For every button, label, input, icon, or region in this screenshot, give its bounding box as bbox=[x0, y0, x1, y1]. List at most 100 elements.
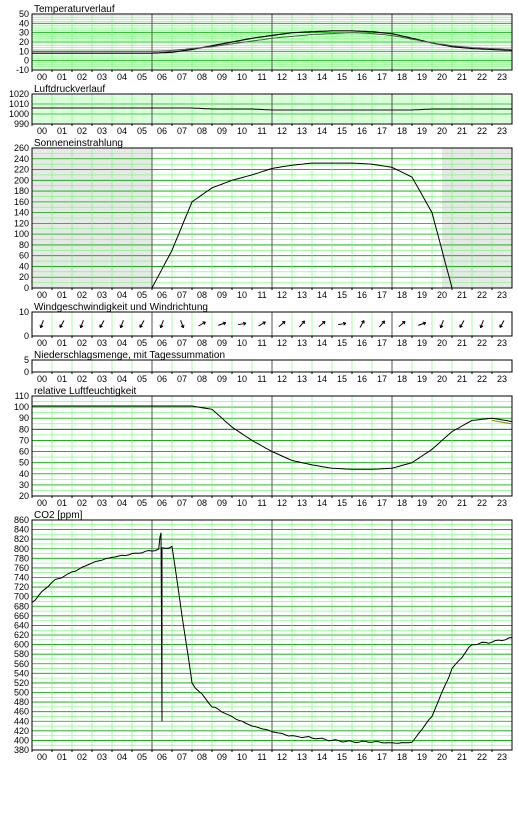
svg-text:990: 990 bbox=[14, 119, 29, 129]
svg-text:05: 05 bbox=[137, 72, 147, 80]
svg-text:13: 13 bbox=[297, 290, 307, 298]
svg-text:120: 120 bbox=[14, 218, 29, 228]
svg-text:17: 17 bbox=[377, 126, 387, 134]
svg-text:22: 22 bbox=[477, 72, 487, 80]
svg-text:600: 600 bbox=[14, 640, 29, 650]
svg-text:23: 23 bbox=[497, 498, 507, 506]
svg-text:01: 01 bbox=[57, 290, 67, 298]
svg-text:03: 03 bbox=[97, 290, 107, 298]
svg-text:100: 100 bbox=[14, 402, 29, 412]
svg-text:13: 13 bbox=[297, 126, 307, 134]
svg-text:10: 10 bbox=[19, 46, 29, 56]
svg-text:660: 660 bbox=[14, 611, 29, 621]
svg-text:12: 12 bbox=[277, 72, 287, 80]
svg-text:720: 720 bbox=[14, 582, 29, 592]
svg-text:21: 21 bbox=[457, 126, 467, 134]
svg-text:00: 00 bbox=[37, 126, 47, 134]
svg-text:80: 80 bbox=[19, 240, 29, 250]
svg-text:18: 18 bbox=[397, 498, 407, 506]
svg-text:17: 17 bbox=[377, 498, 387, 506]
svg-text:400: 400 bbox=[14, 735, 29, 745]
svg-text:12: 12 bbox=[277, 126, 287, 134]
svg-text:06: 06 bbox=[157, 126, 167, 134]
svg-text:11: 11 bbox=[257, 752, 266, 760]
svg-text:5: 5 bbox=[24, 355, 29, 365]
svg-text:50: 50 bbox=[19, 9, 29, 19]
svg-text:07: 07 bbox=[177, 72, 187, 80]
svg-text:08: 08 bbox=[197, 498, 207, 506]
svg-text:21: 21 bbox=[457, 752, 467, 760]
svg-text:07: 07 bbox=[177, 290, 187, 298]
svg-text:07: 07 bbox=[177, 752, 187, 760]
svg-text:00: 00 bbox=[37, 338, 47, 346]
svg-text:18: 18 bbox=[397, 752, 407, 760]
svg-text:00: 00 bbox=[37, 752, 47, 760]
svg-text:01: 01 bbox=[57, 498, 67, 506]
svg-text:03: 03 bbox=[97, 338, 107, 346]
svg-text:13: 13 bbox=[297, 72, 307, 80]
svg-text:23: 23 bbox=[497, 374, 507, 382]
svg-text:05: 05 bbox=[137, 290, 147, 298]
svg-text:20: 20 bbox=[437, 72, 447, 80]
svg-text:70: 70 bbox=[19, 435, 29, 445]
svg-text:11: 11 bbox=[257, 72, 266, 80]
svg-text:17: 17 bbox=[377, 72, 387, 80]
svg-text:17: 17 bbox=[377, 290, 387, 298]
svg-text:00: 00 bbox=[37, 498, 47, 506]
svg-text:18: 18 bbox=[397, 374, 407, 382]
svg-text:03: 03 bbox=[97, 498, 107, 506]
svg-text:19: 19 bbox=[417, 126, 427, 134]
svg-text:04: 04 bbox=[117, 338, 127, 346]
svg-text:15: 15 bbox=[337, 290, 347, 298]
svg-text:02: 02 bbox=[77, 338, 87, 346]
chart-co2: 3804004204404604805005205405605806006206… bbox=[0, 508, 518, 760]
svg-text:08: 08 bbox=[197, 374, 207, 382]
svg-text:20: 20 bbox=[19, 37, 29, 47]
svg-text:05: 05 bbox=[137, 498, 147, 506]
svg-text:06: 06 bbox=[157, 290, 167, 298]
chart-temperature: -100102030405000010203040506070809101112… bbox=[0, 2, 518, 80]
svg-text:03: 03 bbox=[97, 72, 107, 80]
svg-text:09: 09 bbox=[217, 338, 227, 346]
svg-text:21: 21 bbox=[457, 374, 467, 382]
svg-text:780: 780 bbox=[14, 553, 29, 563]
chart-wind: 0100001020304050607080910111213141516171… bbox=[0, 300, 518, 346]
svg-text:380: 380 bbox=[14, 745, 29, 755]
svg-text:540: 540 bbox=[14, 668, 29, 678]
svg-text:22: 22 bbox=[477, 374, 487, 382]
svg-text:06: 06 bbox=[157, 752, 167, 760]
svg-text:06: 06 bbox=[157, 374, 167, 382]
svg-text:10: 10 bbox=[19, 307, 29, 317]
svg-text:1010: 1010 bbox=[9, 99, 29, 109]
svg-text:04: 04 bbox=[117, 72, 127, 80]
svg-text:800: 800 bbox=[14, 544, 29, 554]
svg-text:14: 14 bbox=[317, 72, 327, 80]
svg-text:03: 03 bbox=[97, 752, 107, 760]
svg-text:16: 16 bbox=[357, 374, 367, 382]
svg-text:09: 09 bbox=[217, 72, 227, 80]
svg-text:11: 11 bbox=[257, 338, 266, 346]
svg-text:90: 90 bbox=[19, 413, 29, 423]
svg-text:20: 20 bbox=[437, 290, 447, 298]
svg-text:13: 13 bbox=[297, 752, 307, 760]
svg-text:12: 12 bbox=[277, 290, 287, 298]
svg-text:21: 21 bbox=[457, 290, 467, 298]
svg-text:16: 16 bbox=[357, 126, 367, 134]
svg-text:860: 860 bbox=[14, 515, 29, 525]
svg-text:03: 03 bbox=[97, 126, 107, 134]
chart-precip: 0500010203040506070809101112131415161718… bbox=[0, 348, 518, 382]
svg-text:11: 11 bbox=[257, 498, 266, 506]
svg-text:08: 08 bbox=[197, 126, 207, 134]
svg-text:17: 17 bbox=[377, 338, 387, 346]
svg-text:15: 15 bbox=[337, 126, 347, 134]
svg-text:18: 18 bbox=[397, 72, 407, 80]
svg-text:12: 12 bbox=[277, 338, 287, 346]
svg-text:14: 14 bbox=[317, 374, 327, 382]
svg-text:10: 10 bbox=[237, 338, 247, 346]
svg-text:180: 180 bbox=[14, 186, 29, 196]
svg-text:30: 30 bbox=[19, 480, 29, 490]
svg-text:21: 21 bbox=[457, 72, 467, 80]
chart-title: Sonneneinstrahlung bbox=[34, 138, 123, 149]
svg-text:10: 10 bbox=[237, 126, 247, 134]
svg-text:22: 22 bbox=[477, 290, 487, 298]
